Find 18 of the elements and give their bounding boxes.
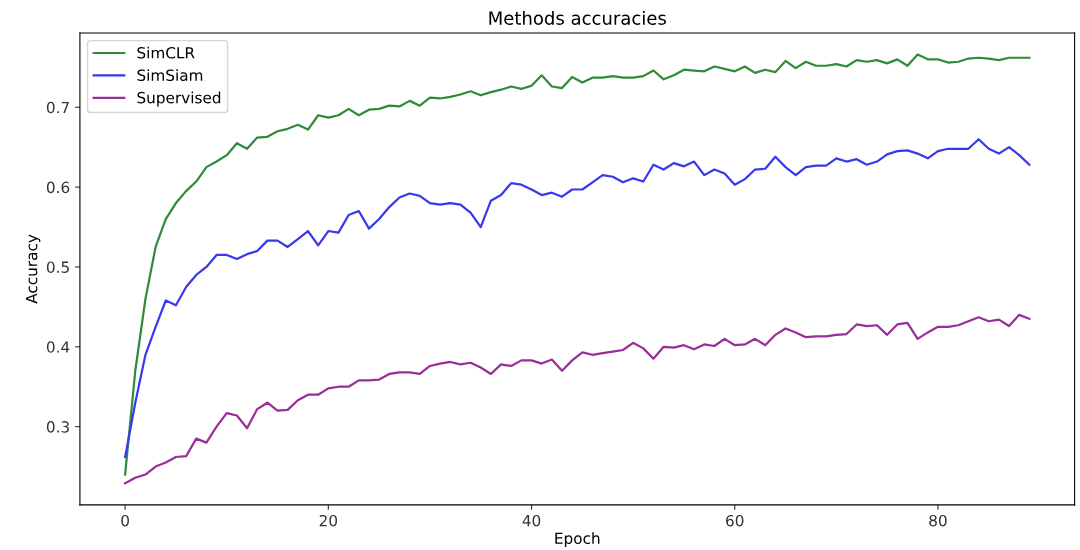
y-tick-label: 0.4 bbox=[46, 341, 70, 353]
y-tick-label: 0.5 bbox=[46, 261, 69, 273]
chart-title: Methods accuracies bbox=[489, 10, 666, 25]
legend-label: Supervised bbox=[137, 91, 221, 107]
y-tick-label: 0.6 bbox=[46, 181, 70, 194]
y-axis-title: Accuracy bbox=[26, 234, 41, 304]
legend-label: SimCLR bbox=[137, 46, 195, 59]
line-series bbox=[124, 138, 1031, 459]
x-tick-label: 20 bbox=[319, 514, 338, 527]
x-tick-label: 60 bbox=[726, 514, 744, 527]
y-tick-label: 0.3 bbox=[46, 421, 69, 433]
line-series bbox=[124, 313, 1031, 485]
x-axis-title: Epoch bbox=[555, 532, 600, 547]
x-tick-label: 40 bbox=[522, 514, 541, 527]
x-tick-label: 80 bbox=[929, 514, 947, 527]
x-tick-label: 0 bbox=[121, 514, 129, 527]
y-tick-label: 0.7 bbox=[46, 101, 69, 114]
legend-label: SimSiam bbox=[137, 69, 203, 81]
